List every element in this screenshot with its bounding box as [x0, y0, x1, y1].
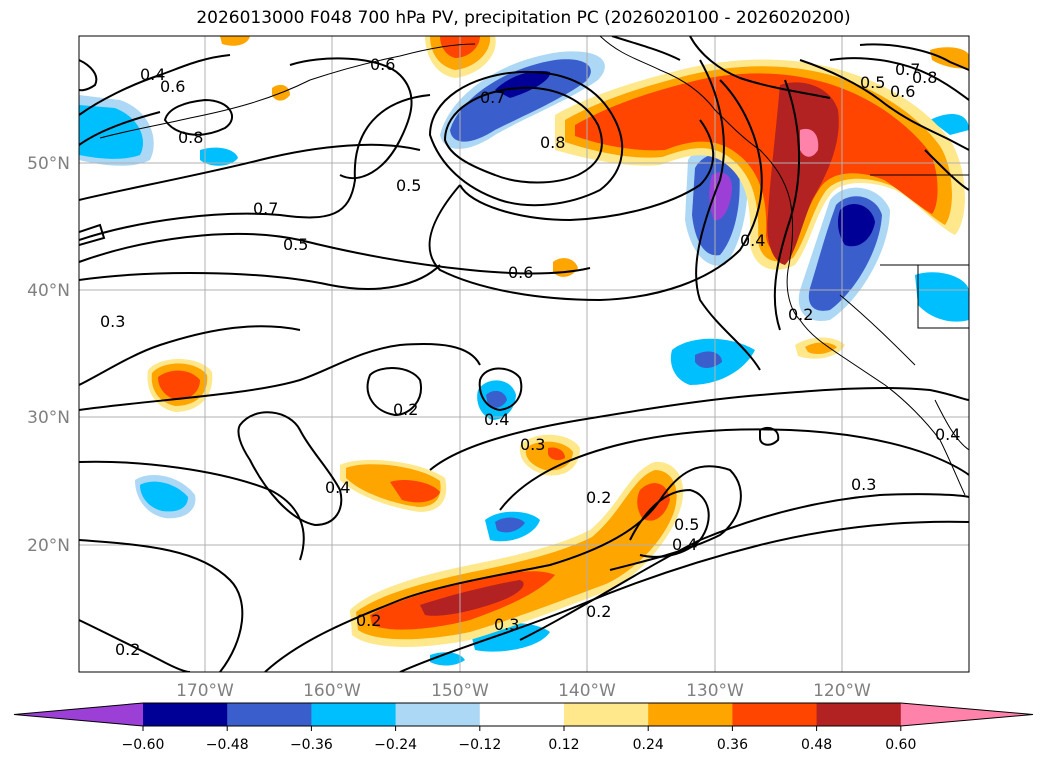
pos-field-band-s — [575, 554, 620, 579]
neg-field-nw-2 — [79, 105, 143, 159]
colorbar-tick-label: −0.48 — [206, 737, 249, 753]
contour-label: 0.5 — [283, 235, 308, 254]
lat-label: 50°N — [27, 154, 70, 174]
contour-label: 0.4 — [484, 410, 509, 429]
pos-field-32n-core — [158, 370, 200, 400]
contour-label: 0.7 — [895, 60, 920, 79]
contour-label: 0.3 — [520, 435, 545, 454]
pos-field-27n-core — [548, 447, 565, 461]
colorbar-extend-high — [900, 703, 1033, 726]
lon-label: 150°W — [431, 681, 489, 701]
colorbar-tick-label: −0.12 — [458, 737, 501, 753]
pv-contours — [79, 36, 969, 672]
neg-field-ca-core — [837, 203, 875, 247]
contour-label: 0.5 — [396, 176, 421, 195]
lat-labels: 50°N 40°N 30°N 20°N — [27, 154, 70, 556]
contour-label: 0.3 — [100, 312, 125, 331]
lon-label: 120°W — [813, 681, 871, 701]
contour-label: 0.8 — [912, 68, 937, 87]
lat-label: 40°N — [27, 281, 70, 301]
colorbar-tick-label: 0.12 — [548, 737, 579, 753]
map-title: 2026013000 F048 700 hPa PV, precipitatio… — [196, 8, 851, 28]
colorbar-tick-label: −0.36 — [290, 737, 333, 753]
colorbar-tick-label: −0.60 — [122, 737, 165, 753]
contour-label: 0.6 — [160, 77, 185, 96]
contour-label: 0.4 — [935, 425, 960, 444]
lon-labels: 170°W 160°W 150°W 140°W 130°W 120°W — [176, 681, 871, 701]
colorbar-bin — [143, 703, 228, 726]
lon-label: 170°W — [176, 681, 234, 701]
colorbar-tick-label: 0.60 — [885, 737, 916, 753]
colorbar-bin — [395, 703, 481, 726]
colorbar-tick-label: 0.36 — [717, 737, 748, 753]
lat-label: 20°N — [27, 536, 70, 556]
pos-field-top-left — [220, 36, 250, 46]
pos-field-s4 — [805, 342, 837, 355]
colorbar-bin — [227, 703, 312, 726]
contour-label: 0.2 — [115, 640, 140, 659]
lon-label: 140°W — [558, 681, 616, 701]
contour-label: 0.3 — [851, 475, 876, 494]
lon-label: 160°W — [303, 681, 361, 701]
contour-label: 0.6 — [370, 55, 395, 74]
contour-label: 0.5 — [674, 515, 699, 534]
graticule — [79, 36, 969, 672]
contour-label: 0.2 — [356, 611, 381, 630]
pos-field-bc-core — [767, 82, 839, 265]
neg-field-east-2 — [930, 114, 969, 135]
contour-label: 0.2 — [586, 488, 611, 507]
contour-label: 0.4 — [140, 65, 165, 84]
neg-field-gulf-alaska-inner — [450, 59, 591, 142]
neg-field-gulf-alaska-core — [495, 70, 551, 98]
colorbar-bin — [732, 703, 818, 726]
neg-field-nw-3 — [200, 147, 238, 166]
neg-field-30n-core — [486, 390, 507, 408]
pos-field-band-ne-core — [637, 483, 670, 521]
colorbar-tick-label: −0.24 — [374, 737, 417, 753]
neg-field-east — [915, 272, 969, 322]
contour-label: 0.4 — [325, 478, 350, 497]
contour-label: 0.8 — [540, 133, 565, 152]
contour-label: 0.4 — [672, 535, 697, 554]
colorbar-extend-low — [14, 703, 143, 726]
contour-label: 0.7 — [480, 88, 505, 107]
coastlines — [99, 36, 969, 496]
neg-field-22n-core — [140, 481, 188, 512]
contour-label: 0.2 — [393, 400, 418, 419]
pos-field-24n-core — [390, 480, 440, 503]
colorbar-bin — [816, 703, 902, 726]
colorbar-bin — [311, 703, 397, 726]
contour-label: 0.2 — [788, 305, 813, 324]
colorbar-bin — [648, 703, 733, 726]
contour-label: 0.5 — [860, 73, 885, 92]
pos-field-band-core — [420, 580, 524, 616]
contour-label: 0.7 — [253, 199, 278, 218]
colorbar-tick-label: 0.24 — [633, 737, 664, 753]
contour-labels: 0.4 0.6 0.8 0.7 0.5 0.3 0.7 0.8 0.5 0.6 … — [100, 55, 960, 659]
contour-label: 0.2 — [586, 602, 611, 621]
contour-label: 0.6 — [508, 263, 533, 282]
pos-field-bc-ne — [930, 47, 969, 69]
contour-label: 0.8 — [178, 128, 203, 147]
lon-label: 130°W — [686, 681, 744, 701]
plot-frame — [78, 35, 970, 673]
contour-label: 0.3 — [494, 615, 519, 634]
colorbar-bin — [479, 703, 565, 726]
pos-field-bc-peak — [800, 128, 819, 157]
colorbar-bin — [564, 703, 649, 726]
lat-label: 30°N — [27, 408, 70, 428]
contour-label: 0.6 — [890, 82, 915, 101]
colorbar-tick-label: 0.48 — [801, 737, 832, 753]
neg-field-18n-core — [495, 517, 525, 533]
contour-label: 0.4 — [740, 231, 765, 250]
colorbar: −0.60 −0.48 −0.36 −0.24 −0.12 0.12 0.24 0.36 0.4… — [13, 702, 1034, 753]
